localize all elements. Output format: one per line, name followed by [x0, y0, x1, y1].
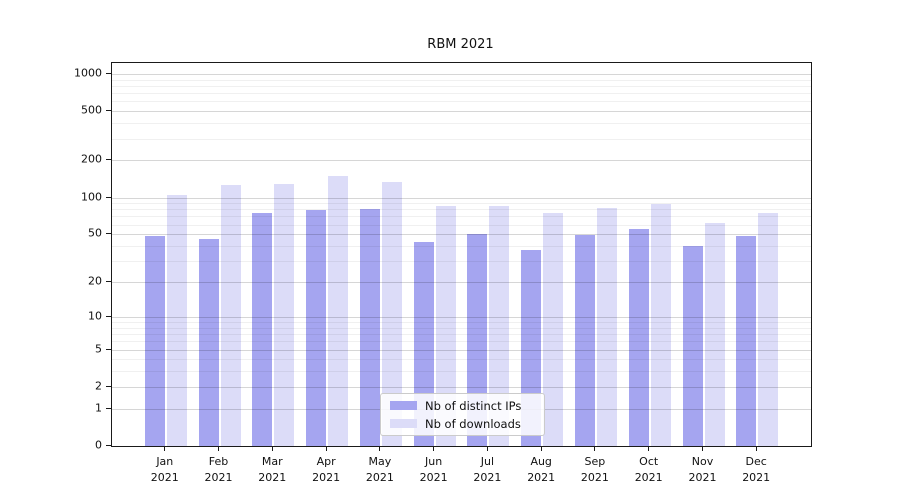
x-tick-year: 2021: [527, 470, 556, 484]
x-tick-label-jul: Jul 2021: [452, 454, 522, 485]
x-tick-month: Apr: [316, 455, 336, 468]
x-tick-label-jun: Jun 2021: [399, 454, 469, 485]
x-tick-month: Jul: [480, 455, 495, 468]
plot-area: Nb of distinct IPs Nb of downloads: [111, 62, 812, 447]
bar-nb-of-downloads-aug: [543, 212, 564, 446]
bar-nb-of-downloads-oct: [650, 204, 671, 446]
x-tick-month: Mar: [261, 455, 283, 468]
x-tick-label-feb: Feb 2021: [184, 454, 254, 485]
y-tick-label-0: 0: [95, 438, 102, 452]
y-tick-label-2: 2: [95, 379, 102, 393]
x-tick-month: Jan: [156, 455, 174, 468]
x-tick-year: 2021: [473, 470, 502, 484]
bar-nb-of-downloads-may: [381, 182, 402, 446]
bar-nb-of-downloads-jul: [489, 205, 510, 446]
bar-nb-of-downloads-sep: [596, 208, 617, 446]
bar-nb-of-downloads-jan: [166, 195, 187, 446]
legend: Nb of distinct IPs Nb of downloads: [380, 393, 545, 436]
x-tick-month: Sep: [584, 455, 606, 468]
y-tick-label-20: 20: [88, 274, 102, 288]
legend-swatch-downloads: [390, 419, 417, 428]
legend-row-distinct-ips: Nb of distinct IPs: [390, 399, 544, 413]
y-tick-label-500: 500: [81, 103, 102, 117]
legend-row-downloads: Nb of downloads: [390, 417, 544, 431]
bar-nb-of-downloads-jun: [435, 205, 456, 446]
y-tick-label-1000: 1000: [74, 66, 102, 80]
y-tick-label-1: 1: [95, 401, 102, 415]
bar-nb-of-distinct-ips-oct: [628, 229, 649, 446]
x-tick-label-aug: Aug 2021: [506, 454, 576, 485]
bar-nb-of-distinct-ips-sep: [574, 235, 595, 446]
x-tick-month: Dec: [745, 455, 767, 468]
bar-nb-of-downloads-feb: [220, 185, 241, 446]
y-tick-label-10: 10: [88, 309, 102, 323]
y-tick-label-200: 200: [81, 152, 102, 166]
y-tick-label-50: 50: [88, 226, 102, 240]
legend-label-distinct-ips: Nb of distinct IPs: [425, 398, 522, 413]
x-tick-year: 2021: [419, 470, 448, 484]
bar-nb-of-distinct-ips-nov: [682, 246, 703, 446]
x-tick-label-jan: Jan 2021: [130, 454, 200, 485]
x-tick-year: 2021: [204, 470, 233, 484]
x-tick-label-nov: Nov 2021: [668, 454, 738, 485]
x-tick-year: 2021: [688, 470, 717, 484]
bar-nb-of-distinct-ips-may: [359, 208, 380, 446]
x-tick-month: May: [368, 455, 392, 468]
x-tick-year: 2021: [634, 470, 663, 484]
x-tick-label-oct: Oct 2021: [614, 454, 684, 485]
x-tick-year: 2021: [580, 470, 609, 484]
bar-nb-of-distinct-ips-mar: [252, 212, 273, 446]
x-tick-year: 2021: [312, 470, 341, 484]
bar-nb-of-downloads-apr: [328, 175, 349, 446]
bar-nb-of-distinct-ips-dec: [736, 236, 757, 446]
x-tick-month: Nov: [691, 455, 714, 468]
x-tick-label-apr: Apr 2021: [291, 454, 361, 485]
x-tick-year: 2021: [258, 470, 287, 484]
y-tick-label-100: 100: [81, 190, 102, 203]
bar-nb-of-distinct-ips-jan: [144, 236, 165, 446]
x-tick-month: Jun: [425, 455, 443, 468]
bar-layer: [112, 63, 811, 446]
chart-title: RBM 2021: [427, 37, 494, 52]
y-tick-label-5: 5: [95, 342, 102, 355]
x-tick-year: 2021: [365, 470, 394, 484]
x-tick-year: 2021: [150, 470, 179, 484]
x-tick-label-sep: Sep 2021: [560, 454, 630, 485]
legend-label-downloads: Nb of downloads: [425, 416, 521, 431]
x-tick-month: Feb: [208, 455, 229, 468]
bar-nb-of-downloads-nov: [704, 222, 725, 446]
x-tick-label-may: May 2021: [345, 454, 415, 485]
bar-nb-of-downloads-dec: [758, 212, 779, 446]
bar-nb-of-distinct-ips-feb: [198, 238, 219, 446]
x-tick-month: Aug: [530, 455, 552, 468]
x-tick-label-mar: Mar 2021: [237, 454, 307, 485]
x-tick-label-dec: Dec 2021: [721, 454, 791, 485]
bar-nb-of-distinct-ips-apr: [306, 210, 327, 446]
x-tick-month: Oct: [639, 455, 659, 468]
bar-nb-of-downloads-mar: [274, 183, 295, 446]
x-tick-year: 2021: [742, 470, 771, 484]
legend-swatch-distinct-ips: [390, 401, 417, 410]
